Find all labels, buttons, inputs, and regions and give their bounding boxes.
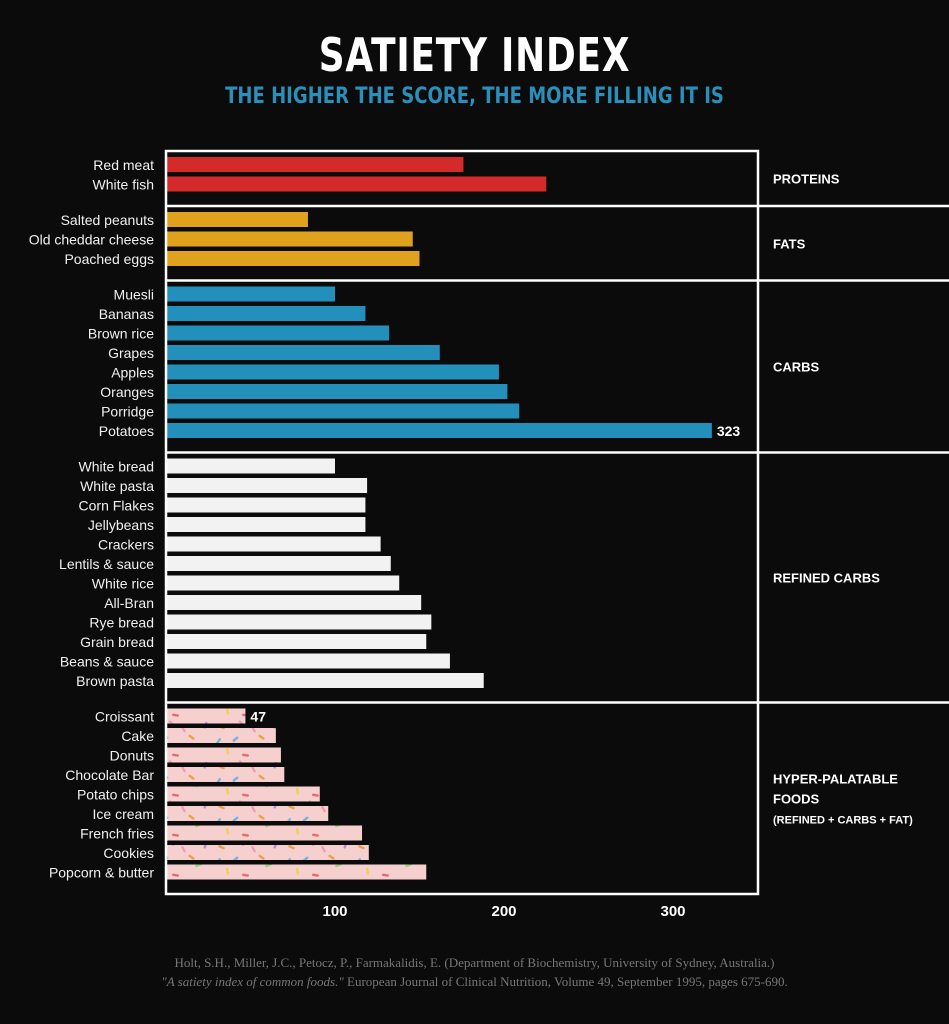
- bar-all-bran: [166, 595, 422, 610]
- category-label-hyper-palatable-line2: FOODS: [773, 791, 820, 806]
- label-muesli: Muesli: [114, 287, 154, 303]
- bar-donuts: [166, 747, 281, 763]
- bars-layer: [166, 157, 712, 880]
- chart-title: SATIETY INDEX: [318, 28, 631, 82]
- bar-cookies: [166, 845, 369, 860]
- bar-ice-cream: [166, 806, 329, 821]
- label-jellybeans: Jellybeans: [88, 517, 154, 533]
- label-grapes: Grapes: [108, 345, 154, 361]
- label-brown-pasta: Brown pasta: [76, 673, 154, 689]
- bar-apples: [166, 364, 499, 380]
- category-label-hyper-palatable-note: (REFINED + CARBS + FAT): [773, 814, 913, 826]
- label-potatoes: Potatoes: [99, 423, 154, 439]
- label-apples: Apples: [111, 365, 154, 381]
- label-lentils-sauce: Lentils & sauce: [59, 556, 154, 572]
- bar-salted-peanuts: [166, 212, 308, 227]
- label-red-meat: Red meat: [93, 157, 154, 173]
- label-beans-sauce: Beans & sauce: [60, 654, 154, 670]
- label-ice-cream: Ice cream: [93, 806, 154, 822]
- label-all-bran: All-Bran: [104, 595, 154, 611]
- bar-french-fries: [166, 825, 363, 841]
- label-old-cheddar-cheese: Old cheddar cheese: [29, 232, 155, 248]
- category-label-carbs: CARBS: [773, 360, 820, 375]
- bar-grain-bread: [166, 634, 427, 649]
- bar-rye-bread: [166, 614, 432, 630]
- citation-source: "A satiety index of common foods." Europ…: [0, 972, 949, 991]
- bar-white-rice: [166, 575, 400, 591]
- citation: Holt, S.H., Miller, J.C., Petocz, P., Fa…: [0, 953, 949, 991]
- bar-crackers: [166, 536, 381, 552]
- label-white-pasta: White pasta: [80, 478, 154, 494]
- bar-lentils-sauce: [166, 556, 391, 571]
- label-salted-peanuts: Salted peanuts: [61, 212, 154, 228]
- bar-bananas: [166, 306, 366, 321]
- label-bananas: Bananas: [99, 306, 154, 322]
- bar-popcorn-butter: [166, 864, 427, 880]
- citation-journal: European Journal of Clinical Nutrition, …: [343, 974, 788, 989]
- bar-white-bread: [166, 458, 335, 474]
- data-label-croissant: 47: [250, 709, 266, 725]
- label-popcorn-butter: Popcorn & butter: [49, 865, 154, 881]
- label-grain-bread: Grain bread: [80, 634, 154, 650]
- label-white-fish: White fish: [93, 177, 154, 193]
- label-croissant: Croissant: [95, 709, 154, 725]
- data-label-potatoes: 323: [717, 423, 741, 439]
- bar-potatoes: [166, 423, 712, 438]
- citation-title: "A satiety index of common foods.": [161, 974, 344, 989]
- bar-potato-chips: [166, 786, 320, 802]
- label-cake: Cake: [121, 728, 154, 744]
- label-crackers: Crackers: [98, 537, 154, 553]
- bar-brown-rice: [166, 325, 390, 341]
- label-white-rice: White rice: [92, 576, 154, 592]
- bar-poached-eggs: [166, 251, 420, 266]
- bar-brown-pasta: [166, 673, 484, 688]
- frame-layer: [164, 149, 949, 896]
- bar-old-cheddar-cheese: [166, 231, 413, 247]
- label-french-fries: French fries: [80, 826, 154, 842]
- bar-cake: [166, 728, 276, 743]
- category-label-fats: FATS: [773, 236, 806, 251]
- x-tick-100: 100: [322, 903, 347, 920]
- bar-croissant: [166, 708, 246, 724]
- category-label-hyper-palatable: HYPER-PALATABLE: [773, 771, 898, 786]
- bar-chocolate-bar: [166, 767, 285, 782]
- label-brown-rice: Brown rice: [88, 326, 154, 342]
- labels-layer: Red meat White fish Salted peanuts Old ched…: [29, 157, 913, 920]
- label-white-bread: White bread: [79, 459, 154, 475]
- label-donuts: Donuts: [110, 748, 154, 764]
- label-porridge: Porridge: [101, 404, 154, 420]
- plot-frame: [164, 149, 760, 896]
- bar-white-fish: [166, 176, 547, 192]
- bar-corn-flakes: [166, 497, 366, 513]
- label-corn-flakes: Corn Flakes: [79, 498, 154, 514]
- bar-porridge: [166, 403, 520, 419]
- bar-white-pasta: [166, 478, 368, 493]
- label-rye-bread: Rye bread: [89, 615, 154, 631]
- label-poached-eggs: Poached eggs: [64, 251, 154, 267]
- bar-beans-sauce: [166, 653, 450, 669]
- bar-grapes: [166, 345, 440, 360]
- label-potato-chips: Potato chips: [77, 787, 154, 803]
- bar-jellybeans: [166, 517, 366, 532]
- x-tick-300: 300: [660, 903, 685, 920]
- x-tick-200: 200: [491, 903, 516, 920]
- citation-authors: Holt, S.H., Miller, J.C., Petocz, P., Fa…: [174, 955, 775, 970]
- bar-muesli: [166, 286, 335, 302]
- label-oranges: Oranges: [100, 384, 154, 400]
- label-chocolate-bar: Chocolate Bar: [65, 767, 154, 783]
- bar-red-meat: [166, 157, 464, 172]
- label-cookies: Cookies: [103, 845, 154, 861]
- bar-oranges: [166, 384, 508, 399]
- chart-subtitle: THE HIGHER THE SCORE, THE MORE FILLING I…: [225, 84, 724, 109]
- category-label-proteins: PROTEINS: [773, 172, 840, 187]
- category-label-refined-carbs: REFINED CARBS: [773, 571, 880, 586]
